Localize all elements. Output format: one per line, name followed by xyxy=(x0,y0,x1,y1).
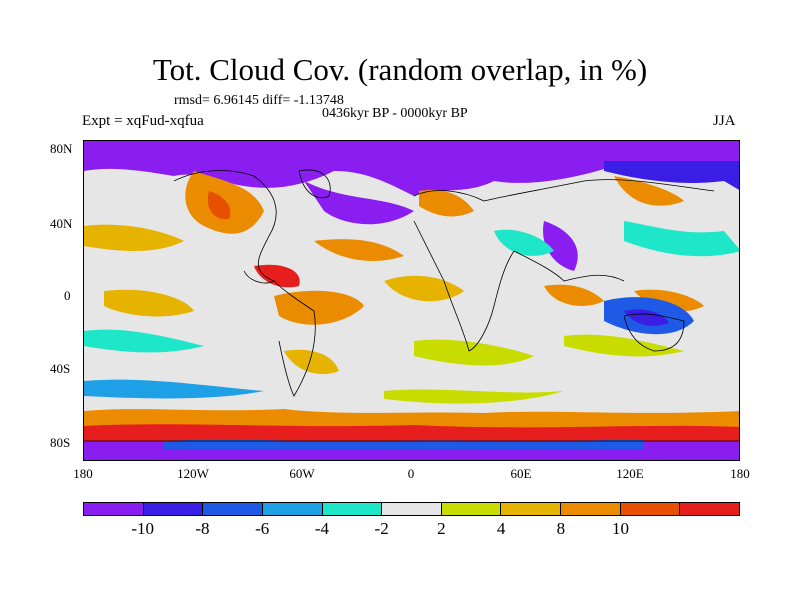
lat-label-80n: 80N xyxy=(50,141,73,156)
lon-label-0: 0 xyxy=(407,466,415,481)
colorbar-label: -2 xyxy=(374,519,389,538)
experiment-label: Expt = xqFud-xqfua xyxy=(82,113,204,129)
colorbar-label: -6 xyxy=(255,519,270,538)
rmsd-diff-stats: rmsd= 6.96145 diff= -1.13748 xyxy=(174,93,344,108)
europe-increase xyxy=(419,189,474,217)
tropical-pacific-orange xyxy=(84,224,184,251)
colorbar-swatch xyxy=(441,503,502,515)
lat-label-40s: 40S xyxy=(50,361,71,376)
colorbar-swatch xyxy=(620,503,681,515)
colorbar-label: -8 xyxy=(195,519,210,538)
lat-label-0: 0 xyxy=(64,288,71,303)
season-label: JJA xyxy=(713,113,736,129)
colorbar-swatch xyxy=(680,503,740,515)
lon-label-180e: 180 xyxy=(730,466,750,481)
cloud-cover-difference-map xyxy=(83,140,740,461)
colorbar xyxy=(83,502,740,516)
lon-label-180w: 180 xyxy=(73,466,93,481)
lon-label-120e: 120E xyxy=(616,466,644,481)
plot-title: Tot. Cloud Cov. (random overlap, in %) xyxy=(152,52,648,87)
colorbar-label: 8 xyxy=(556,519,566,538)
colorbar-label: 2 xyxy=(437,519,446,538)
colorbar-swatch xyxy=(84,503,144,515)
lon-label-120w: 120W xyxy=(177,466,209,481)
lat-label-40n: 40N xyxy=(50,216,73,231)
colorbar-label: -10 xyxy=(131,519,155,538)
lon-label-60w: 60W xyxy=(289,466,315,481)
colorbar-swatch xyxy=(262,503,323,515)
lon-label-60e: 60E xyxy=(510,466,532,481)
colorbar-swatch xyxy=(382,503,442,515)
coastlines xyxy=(84,169,739,442)
north-atlantic-decrease xyxy=(304,181,414,225)
colorbar-swatch xyxy=(322,503,383,515)
colorbar-label: 4 xyxy=(496,519,506,538)
central-asia-decrease xyxy=(543,221,578,271)
colorbar-label: -4 xyxy=(314,519,329,538)
colorbar-swatch xyxy=(143,503,204,515)
time-period-label: 0436kyr BP - 0000kyr BP xyxy=(322,106,468,121)
colorbar-label: 10 xyxy=(612,519,630,538)
colorbar-swatch xyxy=(203,503,263,515)
colorbar-swatch xyxy=(561,503,621,515)
lat-label-80s: 80S xyxy=(50,435,71,450)
colorbar-swatch xyxy=(501,503,562,515)
siberia-decrease xyxy=(604,161,739,190)
arctic-decrease-region xyxy=(84,141,739,196)
